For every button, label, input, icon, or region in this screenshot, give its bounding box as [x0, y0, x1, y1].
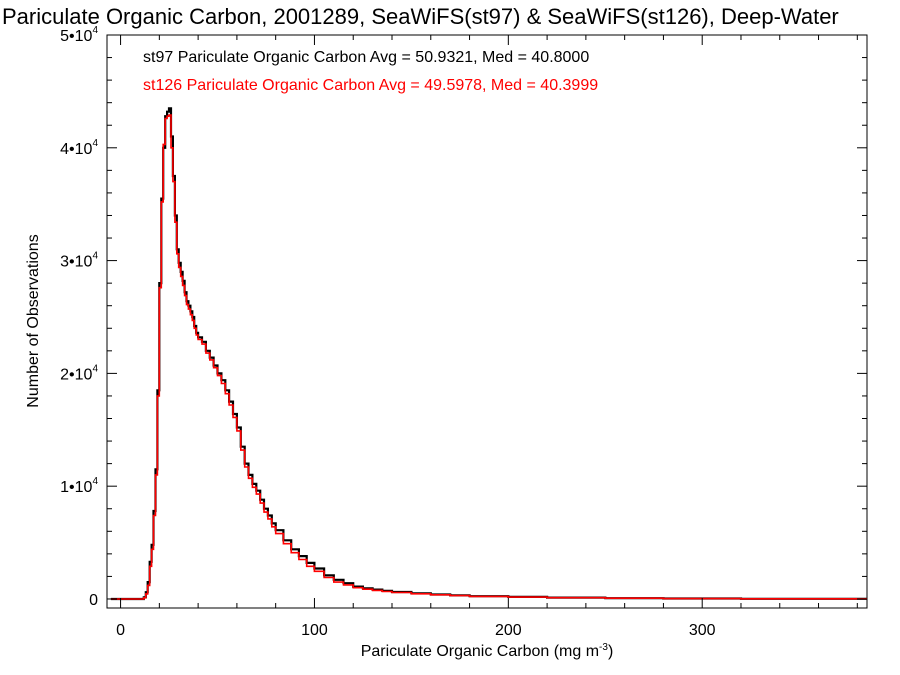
y-tick-label: 4•104 [60, 138, 98, 158]
y-axis-label: Number of Observations [25, 234, 42, 407]
series-line-2 [110, 114, 867, 600]
y-axis: 0 1•104 2•104 3•104 4•104 5•104 [60, 25, 867, 609]
y-tick-label: 2•104 [60, 363, 98, 383]
x-tick-label: 300 [689, 622, 716, 639]
x-tick-label: 0 [116, 622, 125, 639]
y-tick-label: 1•104 [60, 476, 98, 496]
plot-frame [106, 34, 868, 609]
x-tick-label: 100 [301, 622, 328, 639]
y-tick-label: 3•104 [60, 251, 98, 271]
y-tick-label: 0 [89, 592, 98, 609]
y-tick-label: 5•104 [60, 25, 98, 45]
chart-title: Pariculate Organic Carbon, 2001289, SeaW… [2, 4, 839, 29]
stats-annotation-2: st126 Pariculate Organic Carbon Avg = 49… [143, 77, 598, 94]
x-tick-label: 200 [495, 622, 522, 639]
stats-annotation-1: st97 Pariculate Organic Carbon Avg = 50.… [143, 49, 589, 66]
x-axis: 0 100 200 300 [116, 35, 858, 639]
series-line-1 [110, 107, 867, 601]
annotation-group: st97 Pariculate Organic Carbon Avg = 50.… [143, 49, 598, 94]
x-axis-label: Pariculate Organic Carbon (mg m-3) [361, 642, 614, 660]
